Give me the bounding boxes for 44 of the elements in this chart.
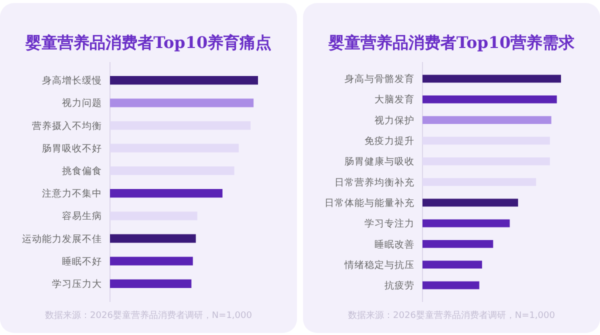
bar: [110, 279, 192, 288]
y-tick-label: 视力保护: [374, 114, 414, 126]
bar: [422, 178, 536, 186]
y-tick-label: 日常体能与能量补充: [324, 196, 414, 209]
y-tick-label: 肠胃健康与吸收: [344, 156, 414, 168]
bar: [422, 116, 552, 124]
bar: [110, 166, 234, 175]
y-tick-label: 身高增长缓慢: [42, 74, 102, 87]
bar: [110, 189, 222, 198]
y-tick-label: 运动能力发展不佳: [22, 232, 102, 245]
bar: [422, 95, 557, 104]
y-tick-label: 学习专注力: [364, 218, 414, 230]
y-tick-label: 肠胃吸收不好: [42, 143, 102, 154]
bar: [422, 198, 518, 207]
bar: [110, 76, 258, 85]
bar: [110, 256, 193, 266]
bar: [422, 136, 550, 145]
y-tick-label: 免疫力提升: [364, 135, 414, 148]
bar: [110, 234, 196, 243]
bar: [110, 144, 239, 152]
y-tick-label: 抗疲劳: [384, 280, 414, 292]
y-tick-label: 注意力不集中: [42, 188, 102, 200]
chart-title: 婴童营养品消费者Top10养育痛点: [24, 33, 272, 52]
y-tick-label: 日常营养均衡补充: [334, 176, 414, 188]
bar: [110, 212, 198, 220]
bar: [110, 121, 251, 130]
bar: [422, 74, 561, 83]
y-tick-label: 学习压力大: [52, 278, 102, 290]
bar: [422, 219, 510, 228]
y-tick-label: 容易生病: [62, 210, 102, 222]
y-tick-label: 大脑发育: [374, 94, 414, 106]
bar: [422, 281, 480, 290]
bar: [422, 240, 494, 248]
chart-title: 婴童营养品消费者Top10营养需求: [327, 33, 576, 52]
y-tick-label: 睡眠不好: [62, 255, 102, 268]
bar: [110, 98, 254, 108]
y-tick-label: 身高与骨骼发育: [344, 73, 414, 86]
y-tick-label: 睡眠改善: [374, 238, 414, 250]
bar: [422, 157, 550, 166]
y-tick-label: 挑食偏食: [62, 165, 102, 178]
bar: [422, 260, 482, 269]
y-tick-label: 营养摄入不均衡: [32, 120, 102, 132]
y-tick-label: 情绪稳定与抗压: [344, 258, 414, 271]
y-tick-label: 视力问题: [62, 97, 102, 110]
